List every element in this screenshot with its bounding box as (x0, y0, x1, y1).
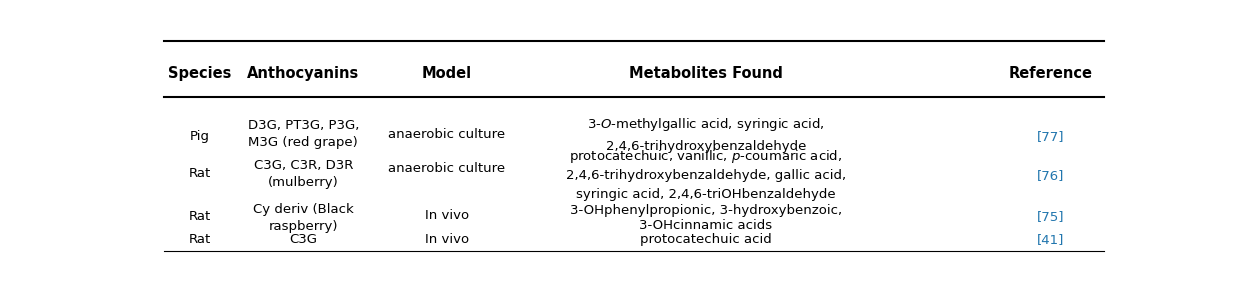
Text: C3G: C3G (289, 233, 317, 246)
Text: In vivo: In vivo (426, 209, 469, 222)
Text: [77]: [77] (1038, 130, 1065, 143)
Text: 2,4,6-trihydroxybenzaldehyde, gallic acid,: 2,4,6-trihydroxybenzaldehyde, gallic aci… (565, 169, 846, 182)
Text: Species: Species (168, 66, 231, 81)
Text: Cy deriv (Black
raspberry): Cy deriv (Black raspberry) (252, 203, 354, 233)
Text: syringic acid, 2,4,6-triOHbenzaldehyde: syringic acid, 2,4,6-triOHbenzaldehyde (576, 188, 836, 201)
Text: C3G, C3R, D3R
(mulberry): C3G, C3R, D3R (mulberry) (254, 160, 353, 189)
Text: 2,4,6-trihydroxybenzaldehyde: 2,4,6-trihydroxybenzaldehyde (606, 140, 807, 153)
Text: anaerobic culture: anaerobic culture (388, 128, 506, 141)
Text: protocatechuic, vanillic, $\it{p}$-coumaric acid,: protocatechuic, vanillic, $\it{p}$-couma… (569, 148, 842, 165)
Text: In vivo: In vivo (426, 233, 469, 246)
Text: [75]: [75] (1038, 210, 1065, 223)
Text: Pig: Pig (189, 130, 210, 143)
Text: Anthocyanins: Anthocyanins (247, 66, 359, 81)
Text: 3-OHcinnamic acids: 3-OHcinnamic acids (640, 219, 772, 232)
Text: Rat: Rat (188, 167, 210, 180)
Text: Rat: Rat (188, 210, 210, 223)
Text: 3-OHphenylpropionic, 3-hydroxybenzoic,: 3-OHphenylpropionic, 3-hydroxybenzoic, (570, 204, 842, 217)
Text: Rat: Rat (188, 233, 210, 246)
Text: Model: Model (422, 66, 473, 81)
Text: Reference: Reference (1009, 66, 1094, 81)
Text: [41]: [41] (1038, 233, 1065, 246)
Text: protocatechuic acid: protocatechuic acid (640, 233, 772, 246)
Text: anaerobic culture: anaerobic culture (388, 162, 506, 175)
Text: Metabolites Found: Metabolites Found (628, 66, 783, 81)
Text: D3G, PT3G, P3G,
M3G (red grape): D3G, PT3G, P3G, M3G (red grape) (247, 119, 359, 149)
Text: [76]: [76] (1038, 169, 1065, 182)
Text: 3-$\it{O}$-methylgallic acid, syringic acid,: 3-$\it{O}$-methylgallic acid, syringic a… (588, 116, 825, 133)
